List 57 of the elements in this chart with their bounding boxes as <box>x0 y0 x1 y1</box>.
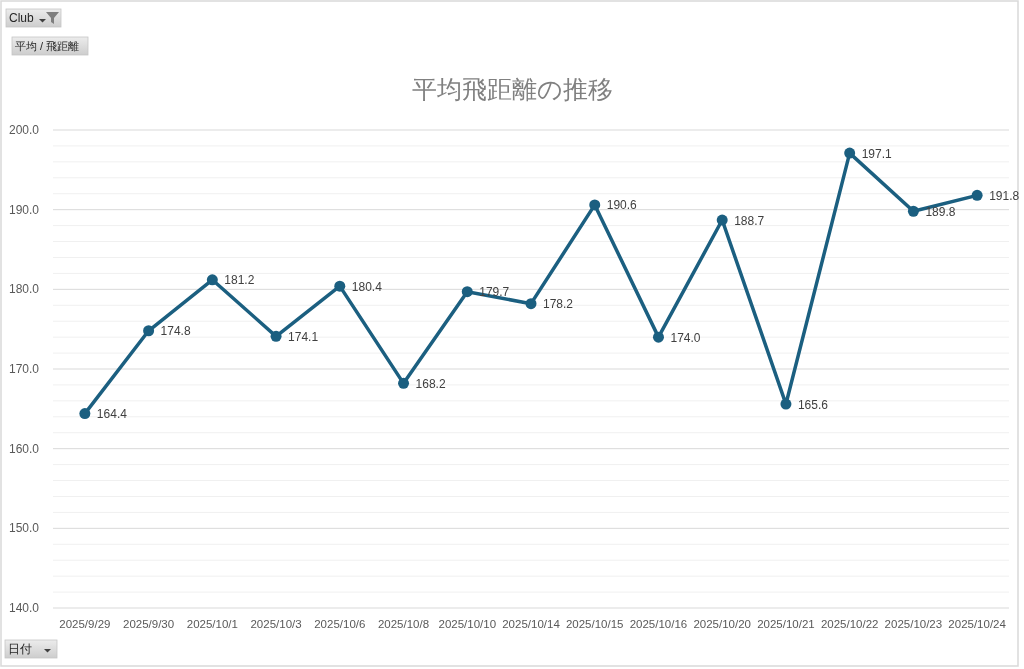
point <box>589 199 601 211</box>
point <box>334 280 346 292</box>
data-label: 191.8 <box>989 188 1020 203</box>
x-axis-title: 日付 <box>8 643 32 656</box>
y-tick-label: 170.0 <box>8 362 40 376</box>
x-tick-label: 2025/10/23 <box>884 618 943 630</box>
x-tick-label: 2025/10/14 <box>502 618 561 630</box>
y-tick-label: 140.0 <box>8 601 40 615</box>
x-tick-label: 2025/10/16 <box>629 618 688 630</box>
point <box>716 214 728 226</box>
chart-title: 平均飛距離の推移 <box>411 75 613 103</box>
data-label: 174.0 <box>670 330 701 345</box>
point <box>780 398 792 410</box>
x-tick-label: 2025/10/6 <box>314 618 366 630</box>
button: 平均 / 飛距離 <box>11 36 89 56</box>
y-tick-label: 180.0 <box>8 282 40 297</box>
point <box>525 298 537 310</box>
x-tick-label: 2025/9/29 <box>59 618 111 630</box>
x-tick-label: 2025/10/8 <box>377 618 430 630</box>
x-tick-label: 2025/10/22 <box>820 618 879 630</box>
point <box>79 408 91 420</box>
point <box>652 331 664 343</box>
data-label: 168.2 <box>415 376 446 391</box>
x-tick-label: 2025/10/3 <box>250 618 302 630</box>
y-tick-label: 200.0 <box>8 123 40 137</box>
x-tick-label: 2025/10/21 <box>757 618 815 630</box>
data-label: 189.8 <box>925 204 956 219</box>
button: 日付 <box>4 639 58 659</box>
data-label: 180.4 <box>351 279 383 294</box>
point <box>907 205 919 217</box>
x-tick-label: 2025/10/15 <box>565 618 624 630</box>
data-label: 181.2 <box>224 273 255 288</box>
data-label: 165.6 <box>797 397 829 412</box>
x-tick-label: 2025/10/1 <box>186 618 238 630</box>
x-tick-label: 2025/10/20 <box>693 618 751 630</box>
point <box>270 330 282 342</box>
point <box>143 325 155 337</box>
point <box>206 274 218 286</box>
button: Club <box>5 8 62 28</box>
data-label: 197.1 <box>861 146 893 161</box>
x-tick-label: 2025/10/10 <box>438 618 497 630</box>
data-label: 164.4 <box>96 407 128 422</box>
x-tick-label: 2025/10/24 <box>948 618 1007 630</box>
y-tick-label: 150.0 <box>8 521 40 536</box>
data-label: 178.2 <box>543 297 574 312</box>
x-tick-label: 2025/9/30 <box>123 618 175 630</box>
y-tick-label: 160.0 <box>8 441 40 456</box>
point <box>398 377 410 389</box>
data-label: 188.7 <box>734 213 765 228</box>
data-label: 174.1 <box>288 329 319 344</box>
data-label: 179.7 <box>479 285 510 300</box>
point <box>971 189 983 201</box>
point <box>844 147 856 159</box>
data-label: 190.6 <box>606 198 638 213</box>
point <box>461 286 473 298</box>
y-tick-label: 190.0 <box>8 202 40 217</box>
data-label: 174.8 <box>160 324 191 339</box>
